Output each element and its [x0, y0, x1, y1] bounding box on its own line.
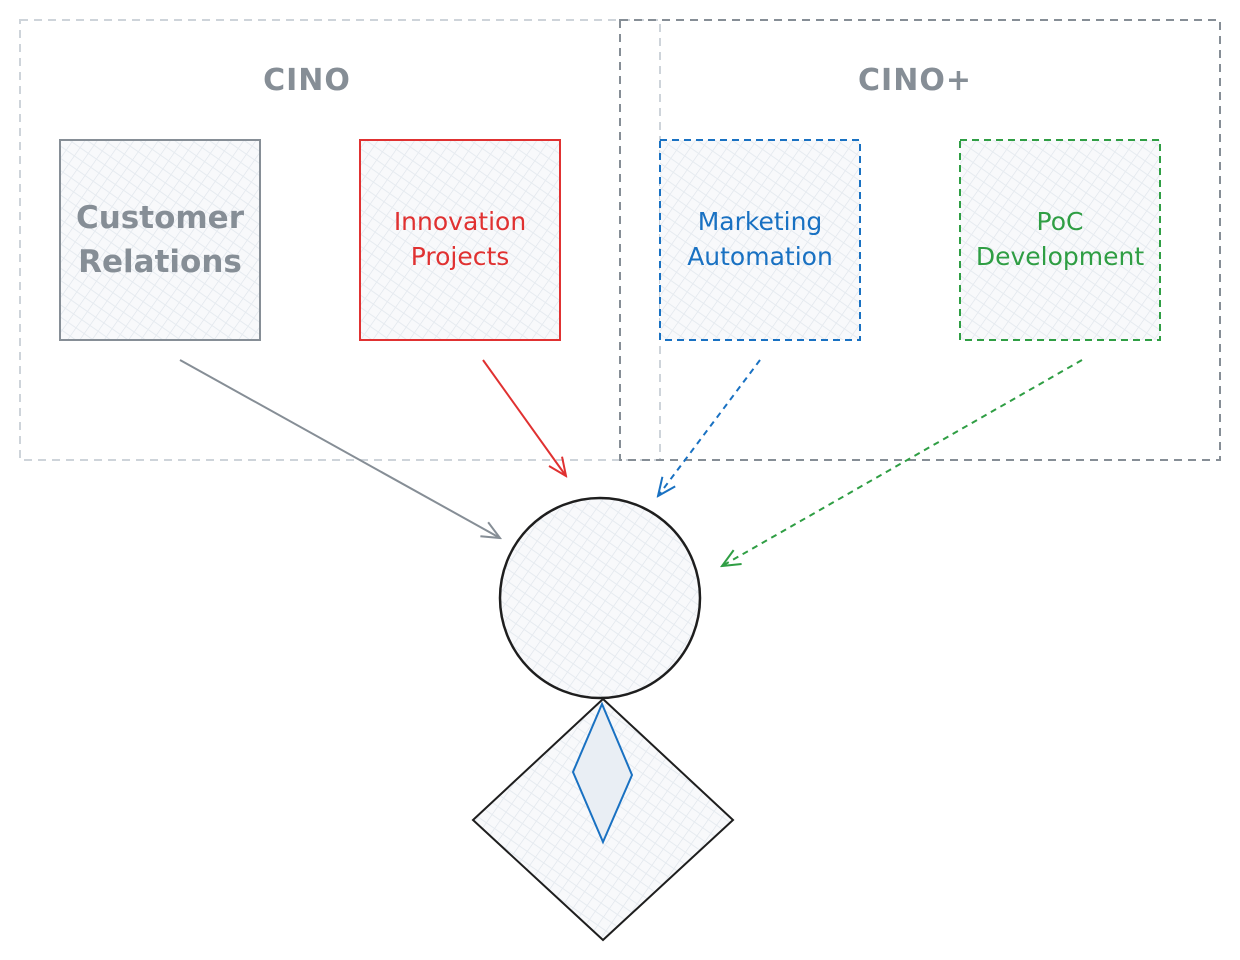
box-marketing-automation-line1: Marketing	[698, 207, 823, 236]
box-poc-development[interactable]: PoC Development	[959, 139, 1161, 341]
box-innovation-projects-line2: Projects	[411, 242, 510, 271]
box-poc-development-line2: Development	[976, 242, 1144, 271]
box-innovation-projects[interactable]: Innovation Projects	[359, 139, 561, 341]
arrow-poc-development	[722, 359, 1083, 566]
group-cino-plus-frame	[619, 19, 1221, 461]
group-cino-title: CINO	[263, 63, 351, 98]
arrow-innovation-projects	[482, 359, 566, 476]
box-marketing-automation-line2: Automation	[687, 242, 833, 271]
box-marketing-automation[interactable]: Marketing Automation	[659, 139, 861, 341]
person-tie	[571, 701, 634, 845]
box-innovation-projects-line1: Innovation	[394, 207, 526, 236]
person-head	[498, 496, 702, 700]
group-cino-plus-title: CINO+	[858, 63, 972, 98]
arrow-marketing-automation	[658, 359, 761, 496]
box-customer-relations-line1: Customer	[76, 200, 245, 236]
box-customer-relations[interactable]: Customer Relations	[59, 139, 261, 341]
arrow-customer-relations	[179, 359, 500, 538]
box-poc-development-line1: PoC	[1037, 207, 1084, 236]
box-customer-relations-line2: Relations	[78, 244, 242, 280]
